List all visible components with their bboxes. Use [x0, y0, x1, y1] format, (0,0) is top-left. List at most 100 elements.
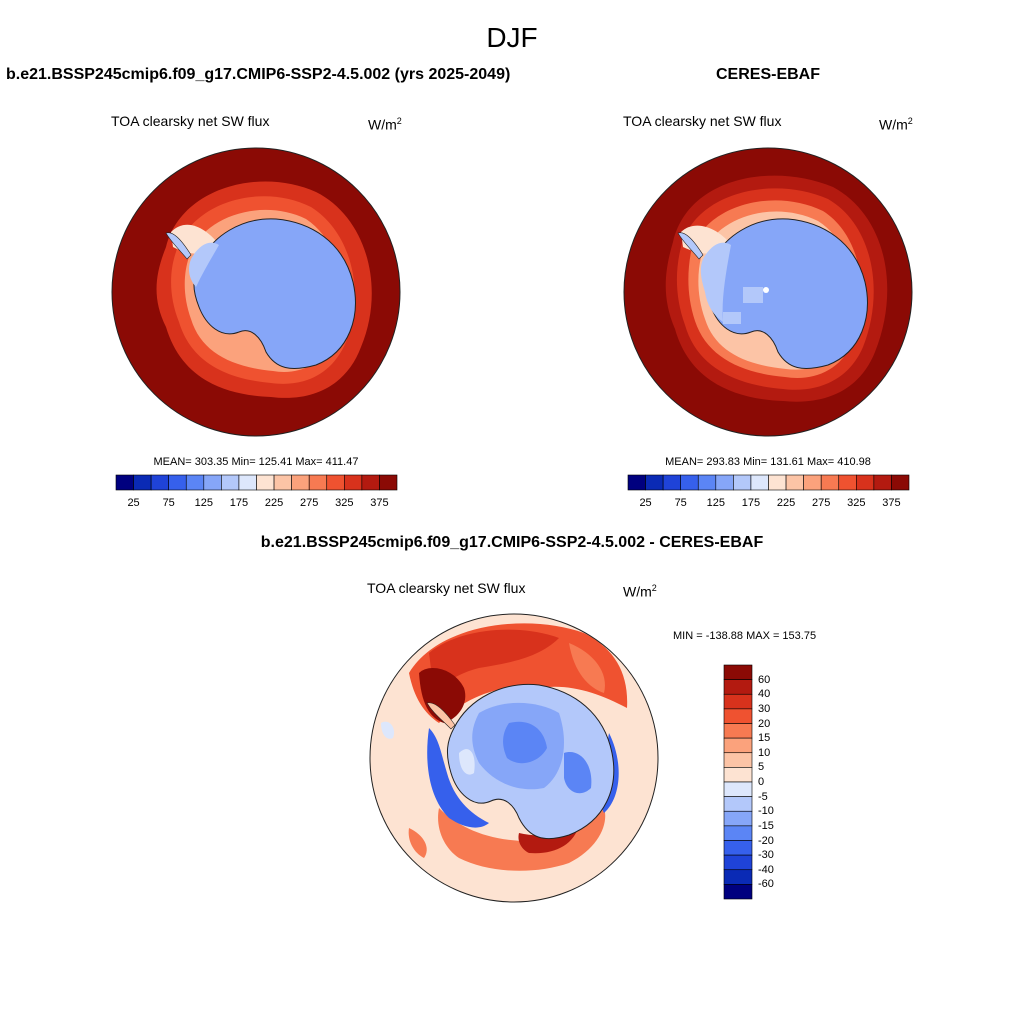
colorbar-swatch [168, 474, 187, 491]
colorbar-tick-label: 375 [882, 497, 901, 509]
colorbar-swatch [820, 474, 840, 491]
colorbar-tick-label: 125 [706, 497, 725, 509]
variable-label-diff: TOA clearsky net SW flux [367, 580, 526, 596]
colorbar-swatch [723, 693, 753, 710]
colorbar-swatch [645, 474, 664, 491]
colorbar-swatch [723, 679, 753, 695]
colorbar-tick-label: 10 [758, 746, 771, 759]
colorbar-tick-label: 75 [162, 497, 175, 509]
colorbar-swatch [662, 474, 681, 491]
colorbar-swatch [803, 474, 822, 491]
colorbar-swatch [838, 474, 857, 491]
colorbar-tick-label: 175 [741, 497, 761, 509]
colorbar-swatch [723, 796, 753, 812]
colorbar-tick-label: 325 [335, 497, 354, 509]
colorbar-tick-label: 5 [758, 761, 765, 774]
colorbar-tick-label: 275 [812, 497, 831, 509]
colorbar-ticks-obs: 25 75 125 175 225 275 325 375 [628, 497, 909, 511]
colorbar-tick-label: -20 [758, 834, 774, 847]
colorbar-swatch [627, 474, 646, 491]
colorbar-swatch [723, 723, 753, 739]
colorbar-swatch [785, 474, 804, 491]
colorbar-tick-label: 175 [229, 497, 249, 509]
colorbar-tick-label: 25 [639, 497, 652, 509]
colorbar-tick-label: -15 [758, 819, 774, 832]
panel-title-diff: b.e21.BSSP245cmip6.f09_g17.CMIP6-SSP2-4.… [260, 534, 764, 551]
variable-label-model: TOA clearsky net SW flux [111, 113, 270, 129]
colorbar-tick-label: 0 [758, 776, 765, 788]
polar-map-diff [369, 613, 659, 903]
colorbar-swatch [221, 474, 240, 491]
colorbar-swatch [256, 474, 275, 491]
variable-label-obs: TOA clearsky net SW flux [623, 113, 782, 129]
colorbar-swatch [203, 474, 222, 491]
colorbar-swatch [723, 708, 753, 724]
polar-map-model [111, 147, 401, 437]
colorbar-swatch [873, 474, 892, 491]
colorbar-swatch [344, 474, 363, 491]
colorbar-tick-label: 40 [758, 688, 771, 701]
colorbar-tick-label: -30 [758, 849, 774, 862]
units-label-model: W/m2 [368, 116, 402, 133]
colorbar-swatch [291, 474, 310, 491]
colorbar-tick-label: 225 [264, 497, 284, 509]
colorbar-tick-label: 20 [758, 717, 771, 730]
units-label-diff: W/m2 [623, 583, 657, 600]
colorbar-swatch [238, 474, 257, 491]
colorbar-swatch [697, 474, 717, 491]
colorbar-tick-label: -5 [758, 790, 768, 803]
colorbar-swatch [273, 474, 292, 491]
colorbar-tick-label: 15 [758, 732, 771, 745]
colorbar-tick-label: 125 [194, 497, 213, 509]
panel-title-model: b.e21.BSSP245cmip6.f09_g17.CMIP6-SSP2-4.… [6, 66, 511, 83]
colorbar-swatch [723, 825, 753, 841]
colorbar-tick-label: 25 [127, 497, 140, 509]
colorbar-diff [723, 664, 753, 900]
colorbar-model [115, 474, 398, 491]
colorbar-swatch [723, 737, 753, 754]
colorbar-tick-label: -60 [758, 878, 774, 891]
stats-model: MEAN= 303.35 Min= 125.41 Max= 411.47 [153, 456, 359, 468]
colorbar-swatch [723, 781, 753, 797]
colorbar-tick-label: 375 [370, 497, 389, 509]
colorbar-swatch [723, 854, 753, 871]
colorbar-swatch [133, 474, 152, 491]
colorbar-tick-label: 30 [758, 702, 771, 715]
stats-diff: MIN = -138.88 MAX = 153.75 [673, 630, 817, 642]
colorbar-swatch [723, 869, 753, 885]
colorbar-ticks-model: 25 75 125 175 225 275 325 375 [116, 497, 397, 511]
colorbar-tick-label: 325 [847, 497, 866, 509]
colorbar-tick-label: 60 [758, 673, 771, 686]
colorbar-swatch [723, 810, 753, 827]
colorbar-swatch [750, 474, 769, 491]
colorbar-tick-label: 75 [674, 497, 687, 509]
colorbar-tick-label: 275 [300, 497, 319, 509]
panel-title-obs: CERES-EBAF [716, 66, 821, 83]
colorbar-swatch [185, 474, 205, 491]
colorbar-swatch [361, 474, 380, 491]
colorbar-swatch [856, 474, 875, 491]
antarctica-landmass [705, 218, 868, 369]
colorbar-tick-label: -10 [758, 805, 774, 818]
colorbar-swatch [768, 474, 787, 491]
colorbar-tick-label: -40 [758, 863, 774, 876]
colorbar-swatch [723, 884, 753, 900]
colorbar-swatch [326, 474, 345, 491]
colorbar-tick-label: 225 [776, 497, 796, 509]
page-title: DJF [486, 22, 538, 53]
colorbar-swatch [715, 474, 734, 491]
colorbar-swatch [723, 840, 753, 856]
colorbar-swatch [308, 474, 328, 491]
colorbar-swatch [379, 474, 398, 491]
colorbar-swatch [891, 474, 910, 491]
polar-map-obs [623, 147, 913, 437]
colorbar-swatch [680, 474, 699, 491]
colorbar-swatch [723, 664, 753, 680]
units-label-obs: W/m2 [879, 116, 913, 133]
colorbar-obs [627, 474, 910, 491]
colorbar-swatch [733, 474, 752, 491]
colorbar-ticks-diff: 60 40 30 20 15 10 5 0 -5 -10 -15 -20 -30 -40 -60 [758, 665, 798, 899]
stats-obs: MEAN= 293.83 Min= 131.61 Max= 410.98 [665, 456, 871, 468]
colorbar-swatch [150, 474, 169, 491]
colorbar-swatch [115, 474, 134, 491]
